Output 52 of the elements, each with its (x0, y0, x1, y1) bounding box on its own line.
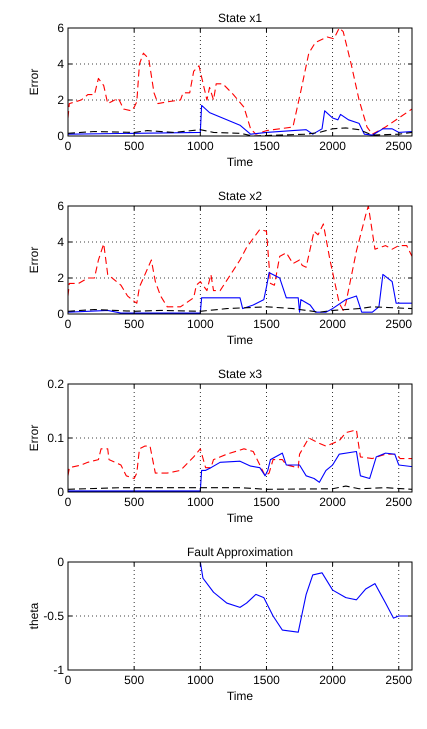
x-tick-label: 2500 (385, 673, 412, 687)
line-series (68, 205, 412, 311)
y-axis-title: theta (27, 602, 41, 630)
x-tick-label: 2000 (319, 673, 346, 687)
y-tick-label: 2 (57, 271, 64, 285)
x-tick-label: 500 (124, 317, 144, 331)
x-axis-title: Time (226, 689, 254, 703)
x-tick-label: 1000 (186, 495, 214, 509)
x-tick-label: 1500 (253, 673, 280, 687)
x-axis-title: Time (226, 155, 254, 169)
x-tick-label: 500 (124, 495, 144, 509)
chart-title: State x2 (218, 189, 262, 203)
y-axis-title: Error (27, 424, 41, 452)
line-series (68, 27, 412, 135)
line-series (68, 429, 412, 480)
x-tick-label: 1000 (186, 139, 214, 153)
chart-title: State x3 (218, 367, 262, 381)
y-tick-label: 0 (57, 555, 64, 569)
y-tick-label: 6 (57, 21, 64, 35)
x-axis-title: Time (226, 511, 254, 525)
y-tick-label: 0.2 (47, 377, 64, 391)
y-tick-label: -0.5 (43, 609, 64, 623)
x-tick-label: 1500 (253, 317, 280, 331)
line-series (68, 450, 412, 492)
x-tick-label: 1500 (253, 495, 280, 509)
y-tick-label: 0 (57, 129, 64, 143)
x-tick-label: 2000 (319, 139, 346, 153)
line-series (68, 272, 412, 314)
x-tick-label: 500 (124, 673, 144, 687)
y-tick-label: 6 (57, 199, 64, 213)
y-axis-title: Error (27, 246, 41, 274)
line-series (68, 104, 412, 136)
chart-title: Fault Approximation (186, 545, 294, 559)
chart-title: State x1 (218, 11, 262, 25)
x-tick-label: 2500 (385, 495, 412, 509)
x-tick-label: 500 (124, 139, 144, 153)
y-tick-label: 0.1 (47, 431, 64, 445)
y-tick-label: 4 (57, 57, 64, 71)
x-tick-label: 2500 (385, 139, 412, 153)
x-tick-label: 1000 (186, 317, 214, 331)
x-tick-label: 2500 (385, 317, 412, 331)
y-tick-label: 0 (57, 307, 64, 321)
y-tick-label: 4 (57, 235, 64, 249)
y-axis-title: Error (27, 68, 41, 96)
y-tick-label: 0 (57, 485, 64, 499)
x-tick-label: 2000 (319, 317, 346, 331)
x-tick-label: 2000 (319, 495, 346, 509)
y-tick-label: 2 (57, 93, 64, 107)
x-axis-title: Time (226, 333, 254, 347)
x-tick-label: 1500 (253, 139, 280, 153)
y-tick-label: -1 (53, 663, 64, 677)
x-tick-label: 1000 (186, 673, 214, 687)
